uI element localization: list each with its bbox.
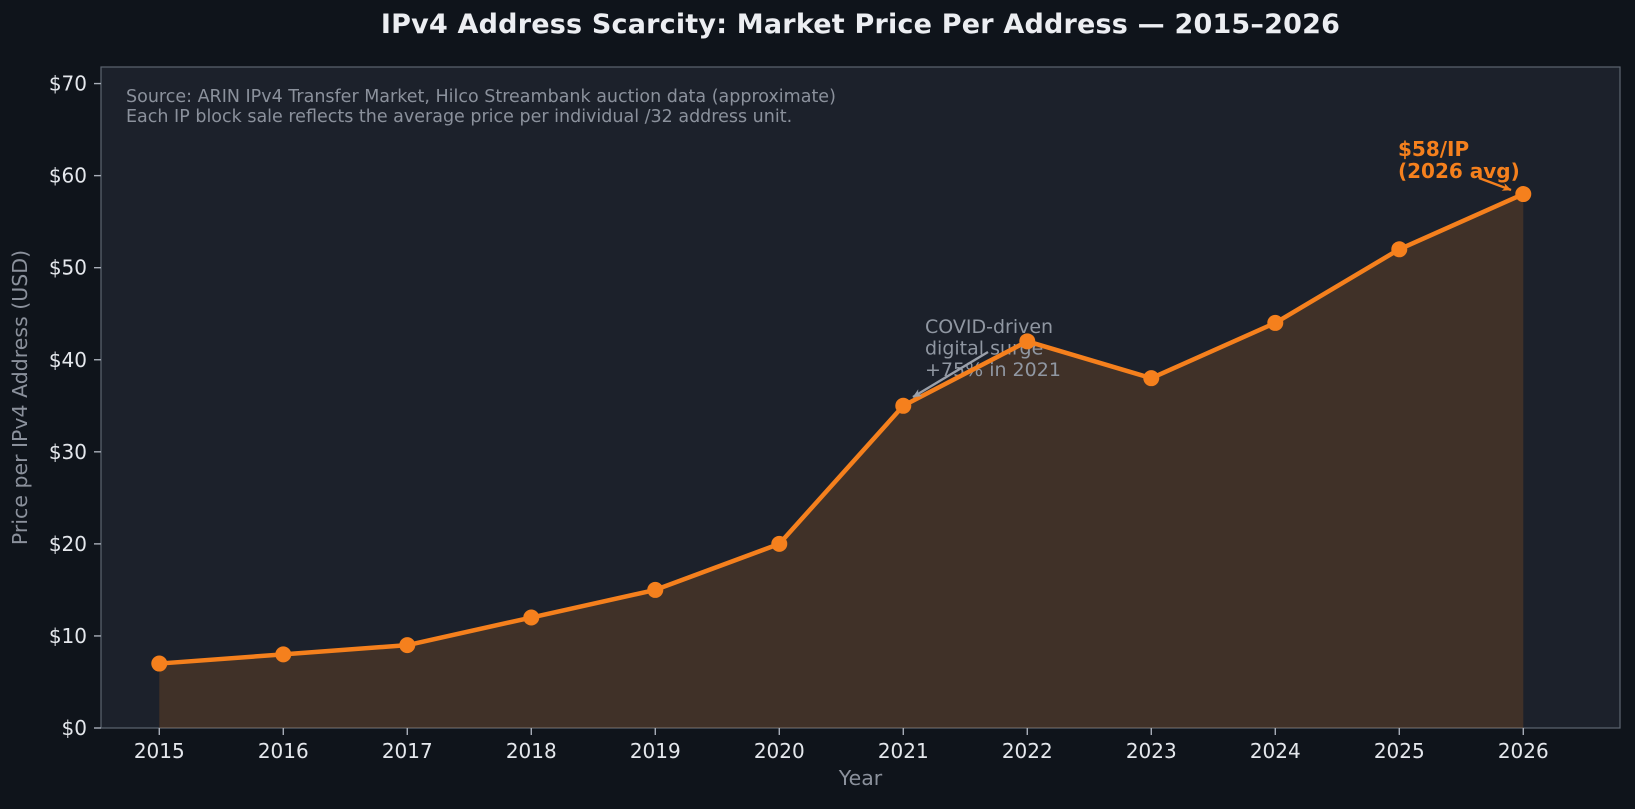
x-tick-label: 2026 [1498,739,1549,763]
y-tick-label: $10 [49,624,87,648]
data-line [157,191,1526,666]
y-tick-label: $0 [62,716,87,740]
x-tick-label: 2018 [506,739,557,763]
data-point-2016 [275,646,292,663]
x-tick-label: 2024 [1250,739,1301,763]
source-note: Source: ARIN IPv4 Transfer Market, Hilco… [126,87,836,127]
data-point-2015 [151,655,168,672]
y-tick-label: $70 [49,72,87,96]
x-tick-label: 2016 [258,739,309,763]
chart-title: IPv4 Address Scarcity: Market Price Per … [380,9,1341,40]
y-tick-label: $60 [49,164,87,188]
data-point-2020 [771,535,788,552]
x-tick-label: 2025 [1374,739,1425,763]
annotation-text: $58/IP (2026 avg) [1398,137,1520,183]
y-axis-label: Price per IPv4 Address (USD) [8,250,32,545]
data-point-2022 [1019,333,1036,350]
annotation-arrow [912,350,989,399]
x-tick-label: 2020 [754,739,805,763]
annotation-arrow [1478,176,1512,192]
data-point-2021 [895,397,912,414]
plot-area [100,66,1621,729]
annotation-text-line: (2026 avg) [1398,159,1520,183]
data-point-2019 [647,581,664,598]
y-tick-label: $20 [49,532,87,556]
data-point-2024 [1267,314,1284,331]
y-tick-label: $40 [49,348,87,372]
x-tick-label: 2022 [1002,739,1053,763]
y-tick-label: $30 [49,440,87,464]
source-note-line1: Source: ARIN IPv4 Transfer Market, Hilco… [126,87,836,107]
annotation-text: COVID-driven digital surge +75% in 2021 [925,316,1061,381]
annotation-text-line: $58/IP [1398,137,1469,161]
x-tick-label: 2019 [630,739,681,763]
x-axis-label: Year [838,766,883,790]
x-tick-label: 2015 [134,739,185,763]
data-point-2017 [399,637,416,654]
data-point-2025 [1391,241,1408,258]
annotation-text-line: digital surge [925,338,1043,360]
data-point-2023 [1143,370,1160,387]
x-tick-label: 2023 [1126,739,1177,763]
area-fill [159,194,1524,729]
source-note-line2: Each IP block sale reflects the average … [126,107,793,127]
annotation-text-line: COVID-driven [925,316,1053,338]
data-point-2018 [523,609,540,626]
data-point-2026 [1515,186,1532,203]
x-tick-label: 2021 [878,739,929,763]
x-tick-label: 2017 [382,739,433,763]
y-tick-label: $50 [49,256,87,280]
